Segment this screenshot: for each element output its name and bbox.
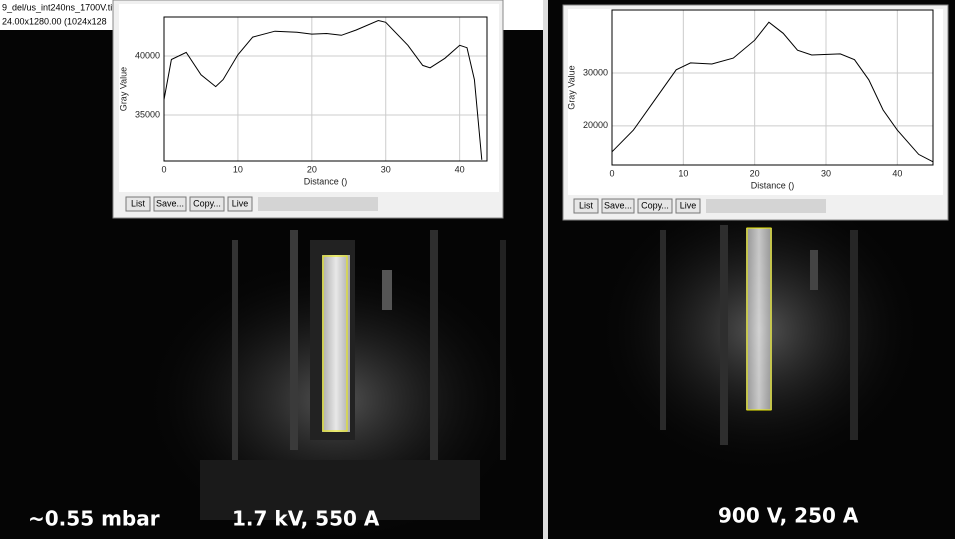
- roi: [322, 255, 348, 432]
- tube: [322, 255, 350, 432]
- x-tick-label: 30: [821, 168, 831, 178]
- plot-panel: [568, 9, 943, 195]
- rod: [850, 230, 858, 440]
- button-label[interactable]: Save...: [604, 200, 632, 210]
- button[interactable]: [637, 198, 673, 214]
- image-info: 24.00x1280.00 (1024x128: [2, 16, 107, 26]
- y-tick-label: 35000: [135, 109, 160, 119]
- button[interactable]: [573, 198, 599, 214]
- x-tick-label: 30: [381, 164, 391, 174]
- x-axis-label: Distance (): [304, 176, 348, 186]
- rod: [430, 230, 438, 460]
- profile-line: [163, 19, 483, 160]
- plot-frame: [163, 16, 488, 162]
- y-tick-label: 30000: [583, 67, 608, 77]
- x-tick-label: 40: [455, 164, 465, 174]
- y-axis-label: Gray Value: [118, 67, 128, 111]
- button-label[interactable]: Copy...: [641, 200, 669, 210]
- settings-label: 1.7 kV, 550 A: [232, 507, 380, 531]
- button-label[interactable]: Save...: [156, 198, 184, 208]
- button[interactable]: [189, 196, 225, 212]
- rod: [290, 230, 298, 450]
- y-axis-label: Gray Value: [566, 65, 576, 109]
- button[interactable]: [675, 198, 701, 214]
- y-tick-label: 40000: [135, 50, 160, 60]
- tube: [746, 228, 772, 410]
- x-axis-label: Distance (): [751, 180, 795, 190]
- image-title: 9_del/us_int240ns_1700V.tif: [2, 2, 115, 12]
- profile-line: [611, 21, 934, 163]
- button-label[interactable]: List: [579, 200, 594, 210]
- button-label[interactable]: Live: [232, 198, 249, 208]
- button-label[interactable]: Live: [680, 200, 697, 210]
- x-tick-label: 20: [307, 164, 317, 174]
- button[interactable]: [227, 196, 253, 212]
- status-field: [258, 197, 378, 211]
- button[interactable]: [153, 196, 187, 212]
- button-label[interactable]: Copy...: [193, 198, 221, 208]
- status-field: [706, 199, 826, 213]
- y-tick-label: 20000: [583, 120, 608, 130]
- settings-label: 900 V, 250 A: [718, 504, 859, 528]
- roi: [746, 227, 772, 411]
- x-tick-label: 10: [233, 164, 243, 174]
- base: [200, 460, 480, 520]
- x-tick-label: 40: [892, 168, 902, 178]
- reflection: [382, 270, 392, 310]
- button[interactable]: [125, 196, 151, 212]
- rod: [500, 240, 506, 460]
- x-tick-label: 10: [678, 168, 688, 178]
- pressure-label: ~0.55 mbar: [28, 507, 160, 531]
- plot-frame: [611, 9, 934, 166]
- x-tick-label: 0: [609, 168, 614, 178]
- reflection: [810, 250, 818, 290]
- rod: [660, 230, 666, 430]
- x-tick-label: 0: [161, 164, 166, 174]
- button[interactable]: [601, 198, 635, 214]
- button-label[interactable]: List: [131, 198, 146, 208]
- divider: [543, 0, 548, 539]
- rod: [720, 225, 728, 445]
- x-tick-label: 20: [750, 168, 760, 178]
- rod: [232, 240, 238, 470]
